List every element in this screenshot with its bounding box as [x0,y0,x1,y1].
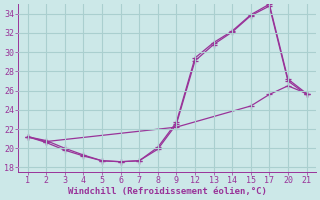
X-axis label: Windchill (Refroidissement éolien,°C): Windchill (Refroidissement éolien,°C) [68,187,267,196]
